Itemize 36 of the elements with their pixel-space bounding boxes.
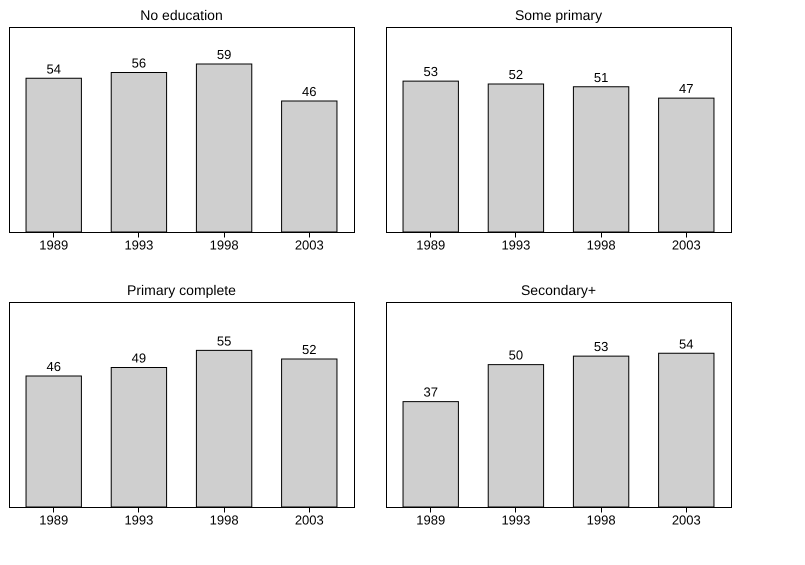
x-tick-label: 1993 [124,512,154,528]
x-tick-label: 1993 [501,512,530,528]
x-tick-label: 2003 [672,238,701,252]
chart-title: Some primary [514,7,602,23]
data-label: 46 [46,359,61,374]
data-label: 53 [594,339,608,354]
x-tick-label: 1989 [416,512,446,528]
x-tick-label: 1989 [39,512,68,528]
x-tick-label: 1998 [210,238,239,252]
chart-title: Secondary+ [520,282,596,298]
data-label: 54 [46,61,61,76]
data-label: 49 [132,350,146,366]
x-tick-label: 2003 [294,238,324,252]
chart-title: No education [140,7,223,23]
x-tick-label: 1998 [586,238,616,252]
data-label: 47 [679,81,694,96]
data-label: 46 [302,84,317,100]
x-tick-label: 1993 [124,238,154,252]
x-tick-label: 1989 [416,238,446,252]
data-label: 54 [679,336,694,352]
data-label: 37 [423,384,438,400]
x-tick-label: 1989 [39,238,68,252]
data-label: 50 [508,348,524,363]
data-label: 51 [594,70,608,85]
data-label: 52 [302,342,317,357]
data-label: 53 [423,64,438,80]
x-tick-label: 1993 [501,238,530,252]
data-label: 55 [216,333,232,348]
x-tick-label: 1998 [586,512,616,528]
data-label: 59 [216,47,232,62]
data-label: 56 [132,56,146,71]
chart-title: Primary complete [127,282,236,298]
data-label: 52 [508,66,524,82]
x-tick-label: 2003 [672,512,701,528]
x-tick-label: 2003 [294,512,324,528]
x-tick-label: 1998 [210,512,239,528]
